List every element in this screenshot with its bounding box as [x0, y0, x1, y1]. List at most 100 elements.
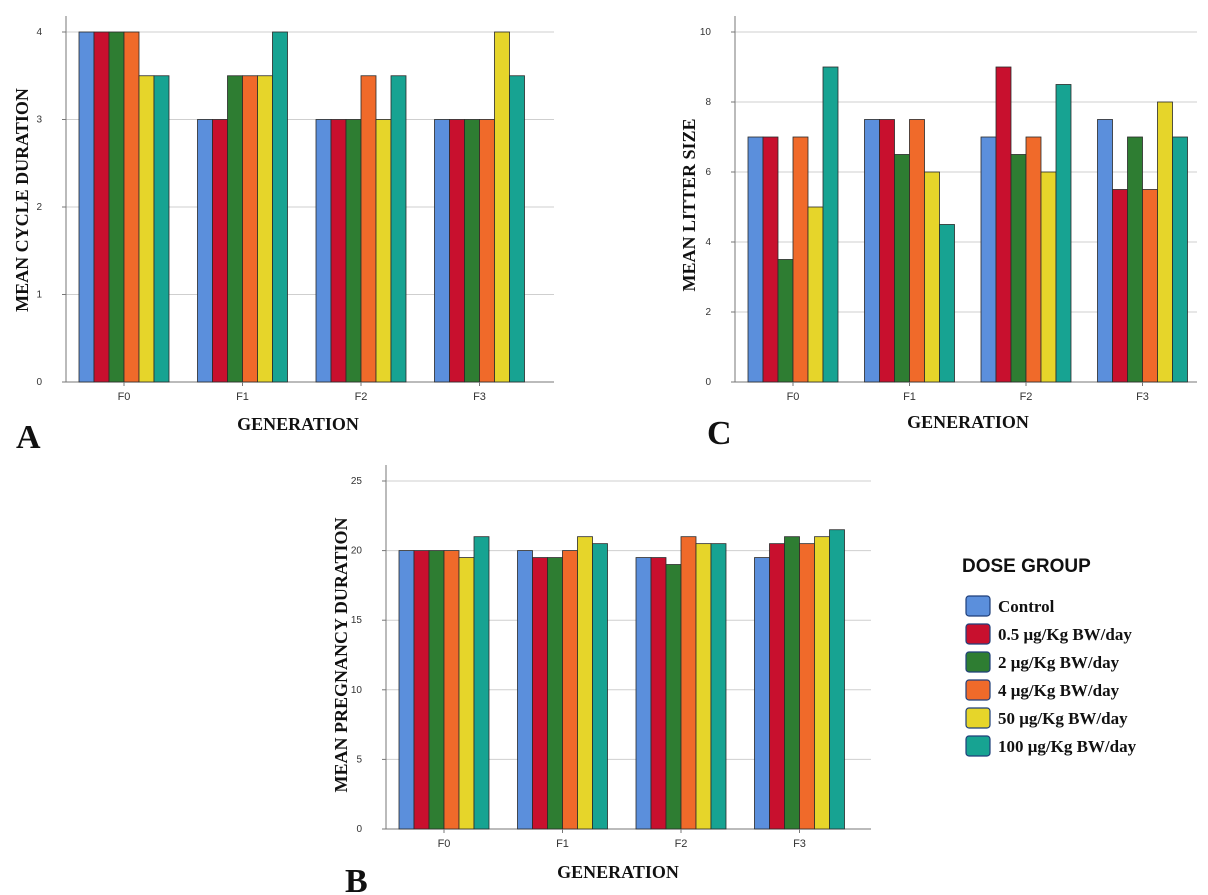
y-tick-label: 4 [705, 237, 711, 248]
x-ticks-a: F0 F1 F2 F3 [118, 382, 486, 403]
bar-f2-series-1 [650, 557, 667, 830]
bar-f1-series-1 [212, 119, 228, 383]
bar-f0-series-2 [777, 259, 794, 383]
bar-f2-series-4 [375, 119, 392, 383]
legend-label-4: 50 μg/Kg BW/day [998, 709, 1128, 728]
bar-f3-series-1 [449, 119, 465, 383]
y-tick-label: 6 [705, 167, 711, 178]
chart-panel-c: 0 2 4 6 8 10 F0 F1 F2 F3 MEAN LITTER SIZE GENERA… [679, 16, 1197, 452]
bar-f3-series-1 [1112, 189, 1128, 383]
bar-f1-series-0 [197, 119, 213, 383]
bar-f3-series-3 [1142, 189, 1158, 383]
bar-f3-series-0 [434, 119, 450, 383]
bar-f2-series-2 [345, 119, 362, 383]
bar-f2-series-2 [665, 564, 682, 830]
bar-f0-series-1 [413, 550, 430, 830]
bar-f2-series-4 [695, 543, 712, 830]
y-ticks-b: 0 5 10 15 20 25 [351, 476, 386, 835]
x-tick-label: F2 [1020, 391, 1033, 403]
y-axis-label-c: MEAN LITTER SIZE [679, 118, 699, 291]
bar-f0-series-5 [822, 66, 839, 383]
y-tick-label: 4 [36, 27, 42, 38]
y-tick-label: 5 [356, 754, 362, 765]
bar-f1-series-2 [547, 557, 563, 830]
bar-f0-series-0 [398, 550, 415, 830]
bar-f1-series-1 [532, 557, 548, 830]
legend-label-3: 4 μg/Kg BW/day [998, 681, 1120, 700]
bar-f3-series-4 [494, 31, 510, 383]
bar-f0-series-2 [428, 550, 445, 830]
y-tick-label: 0 [705, 377, 711, 388]
legend: DOSE GROUP Control 0.5 μg/Kg BW/day 2 μg/K… [962, 556, 1137, 757]
legend-swatch-0 [965, 595, 991, 617]
legend-swatch-1 [965, 623, 991, 645]
bar-f0-series-2 [108, 31, 125, 383]
y-tick-label: 8 [705, 97, 711, 108]
x-ticks-c: F0 F1 F2 F3 [787, 382, 1149, 403]
panel-label-c: C [707, 415, 732, 452]
x-tick-label: F2 [675, 838, 688, 850]
y-tick-label: 3 [36, 115, 42, 126]
bar-f2-series-3 [680, 536, 697, 830]
y-tick-label: 0 [356, 824, 362, 835]
x-axis-label-a: GENERATION [237, 414, 359, 434]
x-tick-label: F0 [438, 838, 451, 850]
bar-f0-series-4 [458, 557, 475, 830]
legend-label-0: Control [998, 597, 1055, 616]
bar-f0-series-0 [78, 31, 95, 383]
bar-f1-series-2 [894, 154, 910, 383]
chart-panel-a: 0 1 2 3 4 F0 F1 F2 F3 MEAN CYCLE DURATION GENER… [12, 16, 554, 456]
y-tick-label: 1 [36, 290, 42, 301]
x-tick-label: F1 [903, 391, 916, 403]
bar-f3-series-5 [1172, 136, 1188, 383]
y-axis-label-a: MEAN CYCLE DURATION [12, 88, 32, 312]
bars-b [398, 529, 845, 830]
legend-swatch-2 [965, 651, 991, 673]
x-tick-label: F2 [355, 391, 368, 403]
bar-f3-series-0 [754, 557, 770, 830]
legend-label-5: 100 μg/Kg BW/day [998, 737, 1137, 756]
bar-f1-series-1 [879, 119, 895, 383]
bar-f2-series-0 [315, 119, 332, 383]
bar-f1-series-0 [864, 119, 880, 383]
bar-f1-series-4 [577, 536, 593, 830]
bar-f1-series-3 [562, 550, 578, 830]
bar-f3-series-3 [479, 119, 495, 383]
bar-f3-series-5 [829, 529, 845, 830]
bar-f2-series-3 [360, 75, 377, 383]
bar-f1-series-5 [592, 543, 608, 830]
x-tick-label: F3 [473, 391, 486, 403]
y-ticks-a: 0 1 2 3 4 [36, 27, 66, 388]
legend-swatch-4 [965, 707, 991, 729]
bar-f2-series-1 [995, 66, 1012, 383]
y-ticks-c: 0 2 4 6 8 10 [700, 27, 735, 388]
x-axis-label-b: GENERATION [557, 862, 679, 882]
y-axis-label-b: MEAN PREGNANCY DURATION [331, 518, 351, 793]
bar-f2-series-5 [390, 75, 407, 383]
bar-f2-series-3 [1025, 136, 1042, 383]
bar-f2-series-5 [710, 543, 727, 830]
bar-f3-series-4 [814, 536, 830, 830]
bar-f0-series-5 [473, 536, 490, 830]
bar-f2-series-4 [1040, 171, 1057, 383]
legend-swatch-5 [965, 735, 991, 757]
bar-f0-series-3 [443, 550, 460, 830]
bar-f1-series-3 [242, 75, 258, 383]
legend-title: DOSE GROUP [962, 556, 1091, 577]
y-tick-label: 0 [36, 377, 42, 388]
y-tick-label: 10 [351, 685, 363, 696]
bar-f1-series-4 [924, 171, 940, 383]
bar-f0-series-1 [762, 136, 779, 383]
x-axis-label-c: GENERATION [907, 412, 1029, 432]
legend-items: Control 0.5 μg/Kg BW/day 2 μg/Kg BW/day 4 μ… [965, 595, 1137, 757]
y-tick-label: 2 [705, 307, 711, 318]
bar-f3-series-5 [509, 75, 525, 383]
bar-f1-series-5 [272, 31, 288, 383]
legend-label-2: 2 μg/Kg BW/day [998, 653, 1120, 672]
bars-c [747, 66, 1188, 383]
y-tick-label: 20 [351, 546, 363, 557]
y-tick-label: 15 [351, 615, 363, 626]
bar-f1-series-5 [939, 224, 955, 383]
y-tick-label: 2 [36, 202, 42, 213]
